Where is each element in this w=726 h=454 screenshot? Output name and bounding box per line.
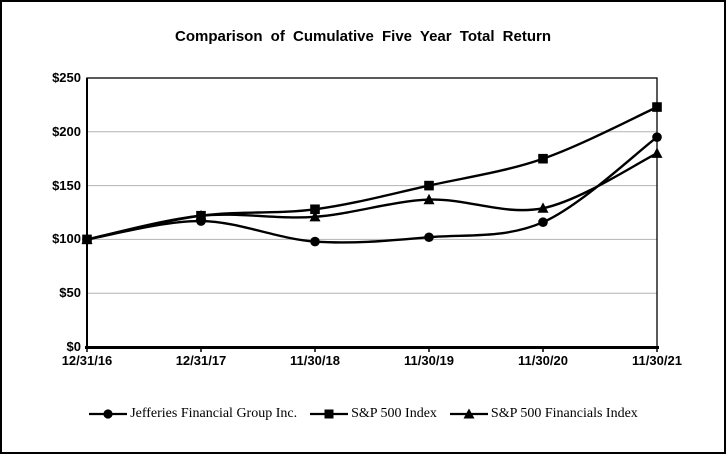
data-point-triangle-s-p-500-financials-index bbox=[423, 193, 435, 205]
y-axis-tick-label: $200 bbox=[52, 123, 81, 139]
y-axis-tick-label: $50 bbox=[59, 285, 81, 301]
data-point-circle-jefferies-financial-group-inc bbox=[424, 232, 434, 243]
data-point-circle-jefferies-financial-group-inc bbox=[652, 132, 662, 142]
data-point-square-s-p-500-index bbox=[538, 153, 548, 164]
x-axis-tick-label: 11/30/19 bbox=[404, 353, 454, 368]
x-axis-tick-label: 11/30/21 bbox=[632, 353, 682, 368]
triangle-marker-icon bbox=[449, 408, 488, 419]
data-point-square-s-p-500-index bbox=[424, 180, 434, 191]
legend-item-sp500: S&P 500 Index bbox=[309, 406, 437, 422]
y-axis-tick-label: $100 bbox=[52, 231, 81, 247]
legend-item-sp500-financials: S&P 500 Financials Index bbox=[449, 406, 638, 422]
x-axis-tick-label: 11/30/20 bbox=[518, 353, 568, 368]
y-axis-tick-label: $0 bbox=[66, 339, 81, 354]
legend-label-sp500-financials: S&P 500 Financials Index bbox=[490, 406, 638, 421]
series-line-s-p-500-index bbox=[86, 106, 658, 241]
legend: Jefferies Financial Group Inc. S&P 500 I… bbox=[2, 406, 724, 422]
data-point-square-s-p-500-index bbox=[310, 204, 320, 215]
data-point-square-s-p-500-index bbox=[196, 210, 206, 221]
data-point-triangle-s-p-500-financials-index bbox=[651, 147, 663, 158]
series-line-jefferies-financial-group-inc bbox=[86, 136, 658, 244]
legend-item-jefferies: Jefferies Financial Group Inc. bbox=[88, 406, 297, 422]
x-axis-tick-label: 11/30/18 bbox=[290, 353, 340, 368]
legend-label-jefferies: Jefferies Financial Group Inc. bbox=[130, 406, 298, 421]
legend-label-sp500: S&P 500 Index bbox=[351, 406, 437, 421]
chart-title: Comparison of Cumulative Five Year Total… bbox=[174, 28, 552, 45]
series-line-s-p-500-financials-index bbox=[86, 152, 658, 241]
y-axis-tick-label: $150 bbox=[52, 177, 81, 193]
x-axis-tick-label: 12/31/16 bbox=[61, 353, 113, 368]
circle-marker-icon bbox=[89, 409, 128, 419]
data-point-square-s-p-500-index bbox=[82, 234, 92, 245]
data-point-triangle-s-p-500-financials-index bbox=[537, 202, 549, 213]
y-axis-tick-label: $250 bbox=[52, 70, 81, 85]
data-point-triangle-s-p-500-financials-index bbox=[309, 211, 321, 222]
x-axis-tick-label: 12/31/17 bbox=[175, 353, 227, 368]
data-point-circle-jefferies-financial-group-inc bbox=[538, 217, 548, 227]
data-point-square-s-p-500-index bbox=[652, 102, 662, 112]
plot-border bbox=[86, 77, 658, 348]
square-marker-icon bbox=[310, 409, 349, 419]
data-point-circle-jefferies-financial-group-inc bbox=[310, 236, 320, 247]
